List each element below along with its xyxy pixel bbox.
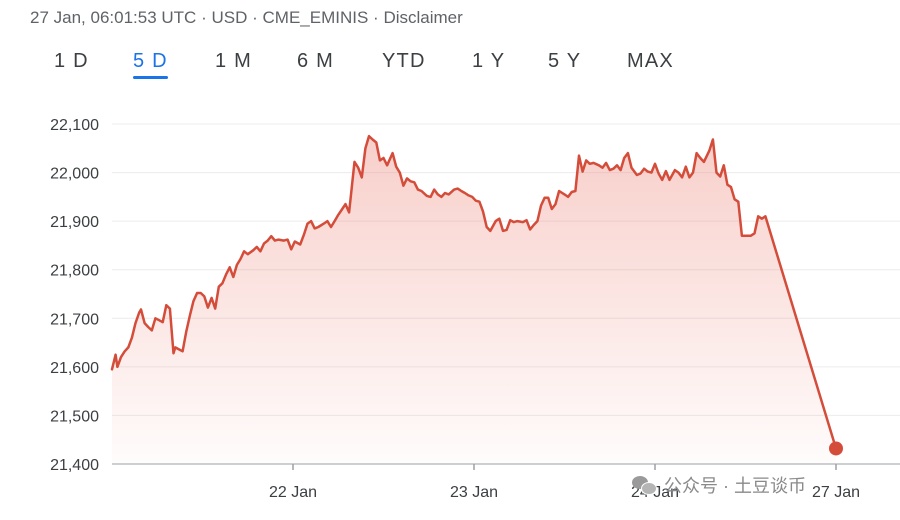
x-axis: 22 Jan 23 Jan 24 Jan 27 Jan [112, 463, 900, 501]
tab-1y[interactable]: 1 Y [472, 50, 506, 72]
y-tick-label: 21,900 [50, 214, 99, 231]
tab-6m[interactable]: 6 M [297, 50, 334, 72]
watermark-text: 公众号 · 土豆谈币 [664, 476, 806, 496]
meta-separator: · [373, 8, 379, 27]
x-tick-label: 23 Jan [450, 484, 498, 501]
y-tick-label: 21,400 [50, 457, 99, 474]
y-axis-labels: 21,400 21,500 21,600 21,700 21,800 21,900 22,0… [50, 117, 99, 474]
wechat-icon [632, 475, 657, 495]
series-line [110, 134, 838, 450]
tab-ytd[interactable]: YTD [382, 50, 426, 72]
tab-1d[interactable]: 1 D [54, 50, 89, 72]
price-series [110, 134, 838, 450]
y-tick-label: 22,000 [50, 166, 99, 183]
meta-separator: · [252, 8, 258, 27]
tab-5d[interactable]: 5 D [133, 50, 168, 79]
tab-max[interactable]: MAX [627, 50, 674, 72]
last-point-dot[interactable] [829, 441, 843, 456]
y-tick-label: 21,600 [50, 360, 99, 377]
y-tick-label: 22,100 [50, 117, 99, 134]
tab-1m[interactable]: 1 M [215, 50, 252, 72]
y-tick-label: 21,800 [50, 263, 99, 280]
price-area [112, 136, 836, 464]
y-tick-label: 21,500 [50, 408, 99, 425]
x-tick-label: 27 Jan [812, 484, 860, 501]
quote-timestamp: 27 Jan, 06:01:53 UTC [30, 8, 197, 27]
quote-currency: USD [211, 8, 248, 27]
y-tick-label: 21,700 [50, 311, 99, 328]
x-tick-label: 22 Jan [269, 484, 317, 501]
tab-5y[interactable]: 5 Y [548, 50, 582, 72]
meta-separator: · [201, 8, 207, 27]
quote-metadata: 27 Jan, 06:01:53 UTC · USD · CME_EMINIS … [30, 8, 463, 28]
area-fill [112, 136, 836, 464]
last-price-marker[interactable] [829, 441, 843, 456]
quote-source: CME_EMINIS [262, 8, 369, 27]
watermark: 公众号 · 土豆谈币 [632, 472, 806, 498]
disclaimer-link[interactable]: Disclaimer [383, 8, 463, 27]
